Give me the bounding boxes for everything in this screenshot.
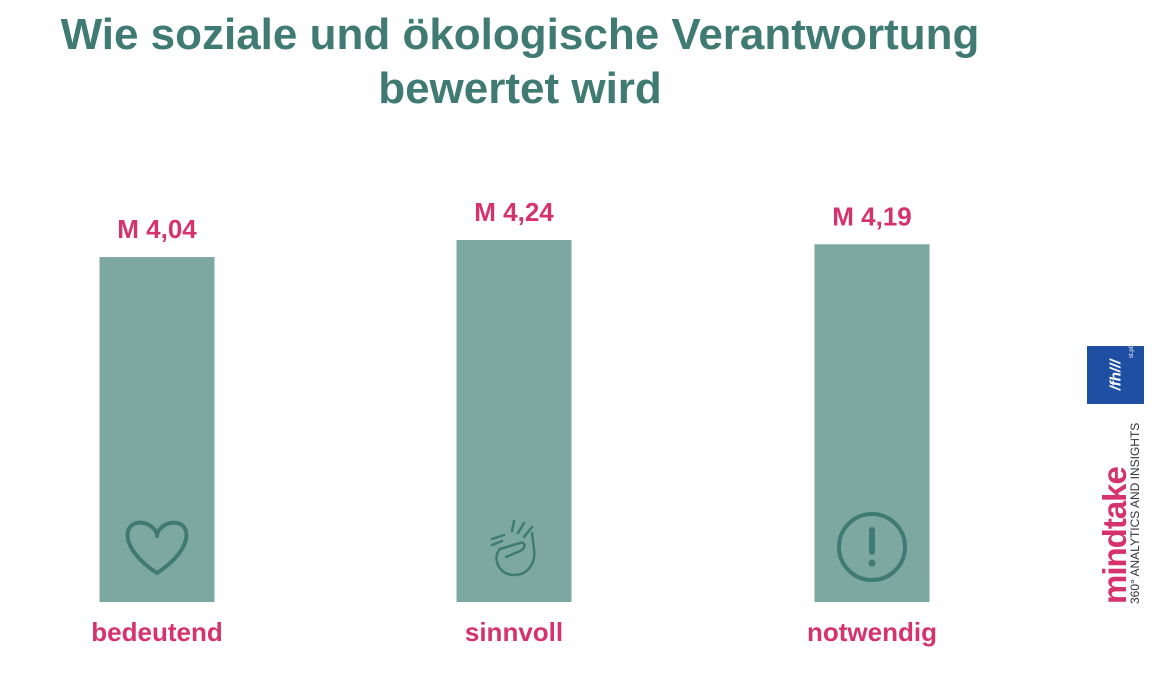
chart-title-line-1: Wie soziale und ökologische Verantwortun… [60,10,980,59]
data-label-notwendig: M 4,19 [832,201,912,231]
mindtake-logo-text: mindtake [1096,467,1133,604]
category-label-sinnvoll: sinnvoll [465,617,563,647]
fh-st-poelten-logo: /fh/// st.pölten [1087,335,1144,404]
bar-chart: M 4,04 bedeutend M 4,24 sinnvoll M 4,19 notwe… [91,197,937,647]
chart-title: Wie soziale und ökologische Verantwortun… [20,8,1020,116]
snap-fingers-icon [490,519,536,577]
heart-icon [125,520,189,575]
mindtake-logo-tagline: 360° ANALYTICS AND INSIGHTS [1128,422,1142,604]
data-label-bedeutend: M 4,04 [117,214,197,244]
fh-logo-text: /fh/// [1107,359,1124,391]
mindtake-logo: mindtake 360° ANALYTICS AND INSIGHTS [1096,418,1146,604]
chart-title-line-2: bewertet wird [378,64,662,113]
exclamation-icon [837,512,907,582]
category-label-bedeutend: bedeutend [91,617,222,647]
fh-logo-subtext: st.pölten [1129,335,1135,358]
bar-bedeutend [99,257,215,602]
data-label-sinnvoll: M 4,24 [474,197,554,227]
category-label-notwendig: notwendig [807,617,937,647]
bar-sinnvoll [456,240,572,602]
